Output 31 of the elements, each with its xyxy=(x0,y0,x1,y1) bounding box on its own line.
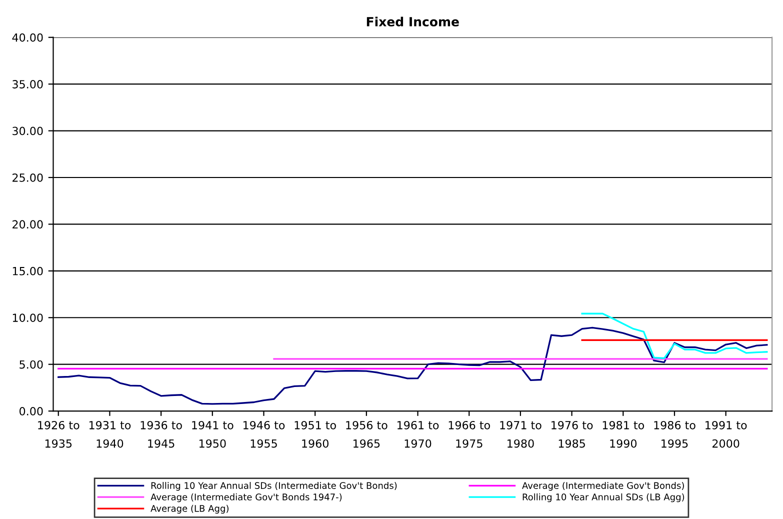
legend-label: Rolling 10 Year Annual SDs (LB Agg) xyxy=(522,493,684,502)
y-tick-label: 35.00 xyxy=(12,80,43,88)
y-tick-label: 0.00 xyxy=(20,407,43,416)
y-tick-label: 40.00 xyxy=(12,33,43,42)
legend-label: Average (Intermediate Gov't Bonds) xyxy=(522,482,684,491)
y-tick-label: 5.00 xyxy=(20,360,43,369)
legend-label: Rolling 10 Year Annual SDs (Intermediate Gov't Bonds) xyxy=(151,482,397,491)
x-tick-label: 1946 to 1955 xyxy=(243,420,285,448)
line-series xyxy=(58,326,768,405)
x-tick-label: 1981 to 1990 xyxy=(602,420,644,448)
y-tick-label: 20.00 xyxy=(12,220,43,229)
x-tick-label: 1956 to 1965 xyxy=(346,420,388,448)
x-tick-label: 1971 to 1980 xyxy=(500,420,542,448)
x-tick-label: 1986 to 1995 xyxy=(654,420,696,448)
x-tick-label: 1926 to 1935 xyxy=(38,420,80,448)
x-tick-label: 1931 to 1940 xyxy=(89,420,131,448)
legend-label: Average (Intermediate Gov't Bonds 1947-) xyxy=(150,493,342,502)
y-tick-label: 10.00 xyxy=(12,314,43,322)
x-tick-label: 1961 to 1970 xyxy=(398,420,439,448)
y-tick-label: 25.00 xyxy=(12,173,43,182)
x-tick-label: 1976 to 1985 xyxy=(552,420,593,448)
x-tick-label: 1936 to 1945 xyxy=(140,420,182,448)
legend-label: Average (LB Agg) xyxy=(150,504,228,514)
x-tick-label: 1966 to 1975 xyxy=(448,420,490,448)
line-series xyxy=(581,312,768,360)
chart-title: Fixed Income xyxy=(366,16,459,26)
x-tick-label: 1941 to 1950 xyxy=(192,420,234,448)
x-tick-label: 1991 to 2000 xyxy=(706,420,747,448)
y-tick-label: 30.00 xyxy=(12,126,43,136)
x-tick-label: 1951 to 1960 xyxy=(294,420,336,448)
y-tick-label: 15.00 xyxy=(12,266,43,276)
